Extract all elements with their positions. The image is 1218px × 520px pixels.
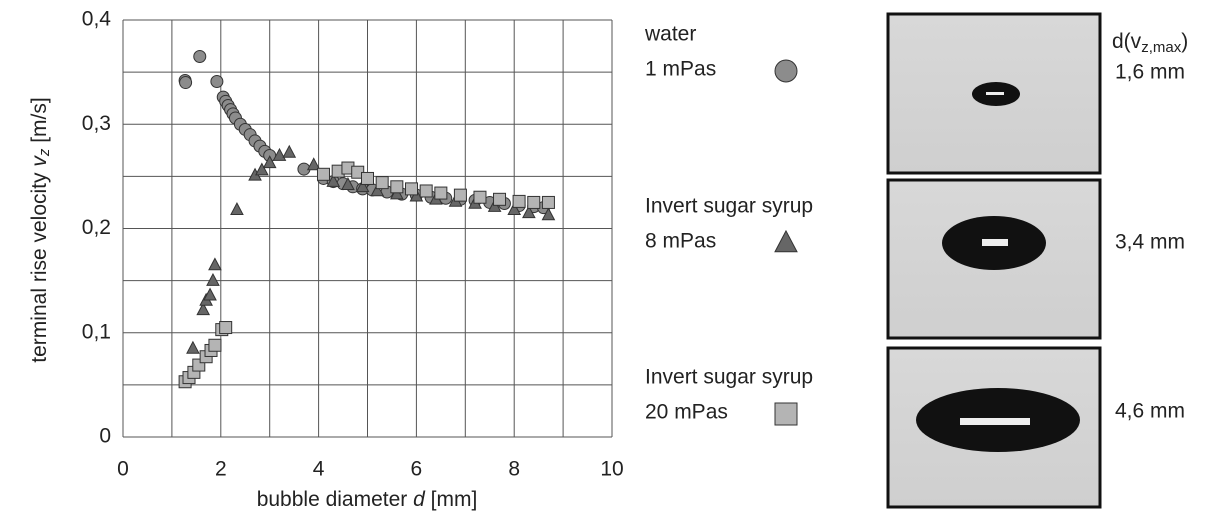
marker-square [528,196,540,208]
bubble-highlight [960,418,1030,425]
x-axis-label: bubble diameter d [mm] [257,488,478,511]
marker-triangle [209,258,221,269]
marker-circle [180,77,192,89]
bubble-highlight [982,239,1008,246]
marker-square [454,189,466,201]
marker-square [435,187,447,199]
legend-name: Invert sugar syrup [645,195,813,218]
y-tick-label: 0,2 [82,216,111,239]
x-label-text: bubble diameter [257,488,413,511]
legend-viscosity: 8 mPas [645,230,716,253]
bubble-images [888,14,1100,507]
bubble-highlight [986,92,1004,95]
marker-square [474,191,486,203]
figure: 0 2 4 6 8 10 0 0,1 0,2 0,3 0,4 terminal rise veloc… [0,0,1218,520]
marker-square [513,195,525,207]
marker-triangle [207,274,219,285]
legend-viscosity: 20 mPas [645,401,728,424]
image-header: d(vz,max) [1112,30,1188,56]
x-tick-label: 4 [313,458,325,481]
marker-square [391,181,403,193]
y-tick-label: 0,3 [82,112,111,135]
marker-square [542,196,554,208]
marker-square [220,322,232,334]
y-tick-label: 0,4 [82,8,112,31]
marker-triangle [231,203,243,214]
legend-symbol [775,231,797,252]
marker-circle [194,50,206,62]
legend-viscosity: 1 mPas [645,58,716,81]
marker-triangle [187,342,199,353]
marker-square [317,168,329,180]
x-tick-label: 10 [600,458,623,481]
x-tick-label: 2 [215,458,227,481]
marker-square [376,177,388,189]
y-label-unit: [m/s] [28,97,51,148]
header-sub: z,max [1141,39,1182,56]
marker-square [406,183,418,195]
marker-square [494,193,506,205]
plot: 0 2 4 6 8 10 0 0,1 0,2 0,3 0,4 [82,8,624,481]
y-label-text: terminal rise velocity [28,167,51,363]
legend-symbol [775,60,797,82]
legend-name: water [644,23,696,46]
image-label: 1,6 mm [1115,61,1185,84]
marker-triangle [283,146,295,157]
marker-square [420,185,432,197]
image-label: 3,4 mm [1115,231,1185,254]
x-tick-label: 8 [508,458,520,481]
marker-square [209,339,221,351]
y-tick-label: 0 [99,425,111,448]
x-tick-label: 0 [117,458,129,481]
y-tick-label: 0,1 [82,320,111,343]
marker-square [362,172,374,184]
header-close: ) [1181,30,1188,53]
page: 0 2 4 6 8 10 0 0,1 0,2 0,3 0,4 terminal rise veloc… [0,0,1218,520]
x-tick-label: 6 [411,458,423,481]
legend-symbol [775,403,797,425]
y-axis-label: terminal rise velocity vz [m/s] [28,97,53,362]
x-label-unit: [mm] [425,488,478,511]
marker-circle [211,76,223,88]
image-label: 4,6 mm [1115,400,1185,423]
header-text: d(v [1112,30,1142,53]
legend: water 1 mPas Invert sugar syrup 8 mPas Inver… [644,23,813,425]
legend-name: Invert sugar syrup [645,366,813,389]
